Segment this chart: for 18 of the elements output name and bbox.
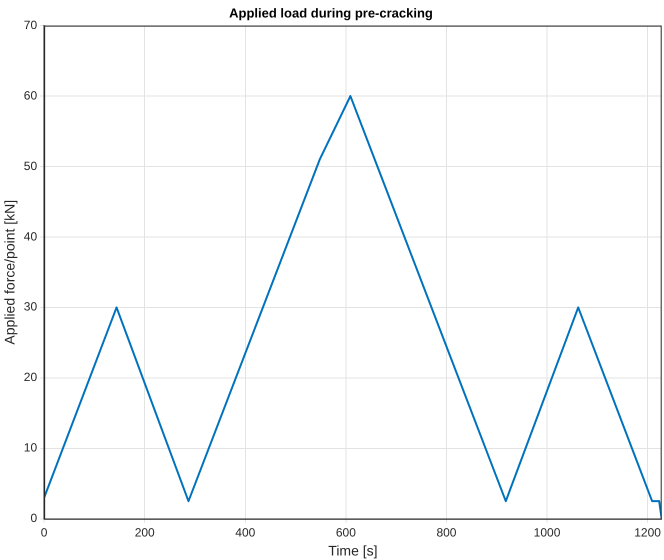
x-tick-label: 600 <box>336 525 356 540</box>
x-axis-title: Time [s] <box>328 542 378 558</box>
y-tick-label: 30 <box>24 300 38 314</box>
y-tick-label: 50 <box>24 158 38 173</box>
x-tick-label: 400 <box>235 525 256 540</box>
chart-title: Applied load during pre-cracking <box>229 5 433 20</box>
x-tick-label: 1200 <box>634 525 662 540</box>
x-tick-label: 1000 <box>534 525 561 540</box>
y-tick-label: 10 <box>24 440 38 455</box>
y-tick-label: 40 <box>24 229 38 244</box>
y-tick-label: 0 <box>30 511 38 526</box>
y-tick-label: 20 <box>24 370 38 384</box>
x-tick-label: 0 <box>40 525 48 540</box>
y-tick-label: 70 <box>24 18 38 32</box>
x-tick-label: 200 <box>134 525 156 540</box>
y-tick-label: 60 <box>24 88 38 102</box>
x-tick-label: 800 <box>436 525 457 540</box>
y-axis-title: Applied force/point [kN] <box>1 200 18 345</box>
